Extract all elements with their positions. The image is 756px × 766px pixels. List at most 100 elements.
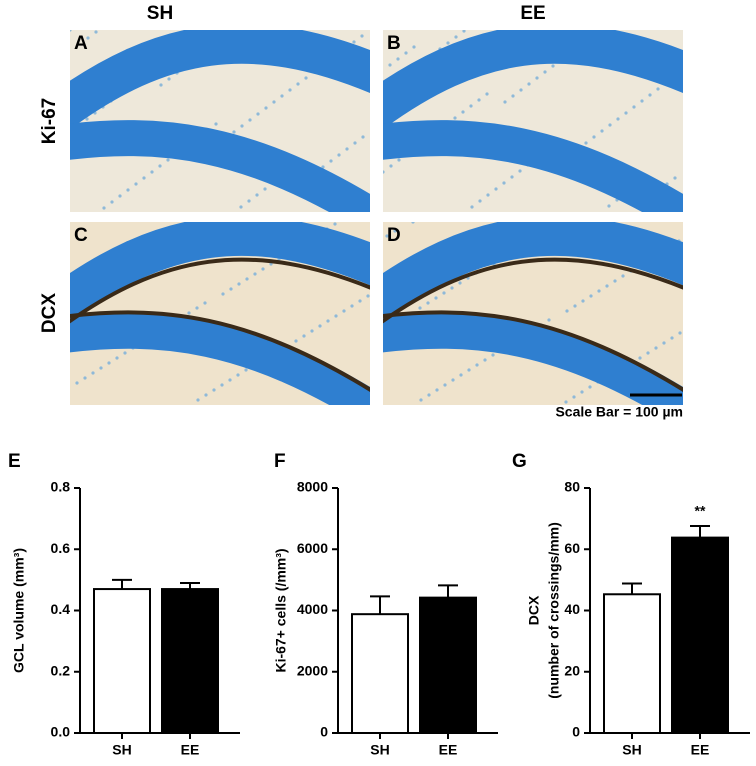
cell-nucleus xyxy=(412,45,416,49)
cell-nucleus xyxy=(195,306,199,310)
cell-nucleus xyxy=(459,373,463,377)
row-label: DCX xyxy=(39,293,60,333)
y-tick-label: 40 xyxy=(564,601,580,617)
dcx-stain xyxy=(383,310,683,393)
cell-nucleus xyxy=(345,147,349,151)
cell-nucleus xyxy=(220,383,224,387)
cell-nucleus xyxy=(624,111,628,115)
row-label: Ki-67 xyxy=(39,98,60,144)
y-tick-label: 0.6 xyxy=(51,540,71,556)
cell-nucleus xyxy=(427,393,431,397)
cell-nucleus xyxy=(673,176,677,180)
panel-label: G xyxy=(512,451,527,472)
cell-nucleus xyxy=(134,182,138,186)
y-axis-label: DCX xyxy=(526,595,542,625)
cell-nucleus xyxy=(342,309,346,313)
cell-nucleus xyxy=(203,301,207,305)
cell-nucleus xyxy=(461,110,465,114)
cell-nucleus xyxy=(196,398,200,402)
cell-nucleus xyxy=(475,363,479,367)
cell-nucleus xyxy=(318,324,322,328)
cell-nucleus xyxy=(75,381,79,385)
cell-nucleus xyxy=(229,287,233,291)
cell-nucleus xyxy=(158,164,162,168)
cell-nucleus xyxy=(607,204,611,208)
cell-nucleus xyxy=(253,272,257,276)
cell-nucleus xyxy=(451,378,455,382)
scale-bar-label: Scale Bar = 100 µm xyxy=(555,404,683,420)
dcx-stain xyxy=(70,310,370,393)
cell-nucleus xyxy=(212,388,216,392)
cell-nucleus xyxy=(565,309,569,313)
bar xyxy=(351,613,409,734)
cell-nucleus xyxy=(443,383,447,387)
cell-nucleus xyxy=(458,281,462,285)
cell-nucleus xyxy=(159,83,163,87)
cell-nucleus xyxy=(358,299,362,303)
cell-nucleus xyxy=(94,30,98,34)
cell-nucleus xyxy=(337,153,341,157)
cell-nucleus xyxy=(450,286,454,290)
cell-nucleus xyxy=(419,398,423,402)
cell-nucleus xyxy=(494,187,498,191)
cell-nucleus xyxy=(236,373,240,377)
cell-nucleus xyxy=(418,306,422,310)
cell-nucleus xyxy=(584,141,588,145)
cell-nucleus xyxy=(166,158,170,162)
cell-nucleus xyxy=(102,206,106,210)
cell-nucleus xyxy=(503,100,507,104)
cell-nucleus xyxy=(244,368,248,372)
cell-nucleus xyxy=(150,170,154,174)
x-tick-label: EE xyxy=(181,742,200,758)
cell-nucleus xyxy=(621,274,625,278)
cell-nucleus xyxy=(462,30,466,33)
y-tick-label: 60 xyxy=(564,540,580,556)
cell-nucleus xyxy=(646,351,650,355)
cell-nucleus xyxy=(469,104,473,108)
cell-nucleus xyxy=(648,93,652,97)
cell-nucleus xyxy=(434,296,438,300)
cell-nucleus xyxy=(543,70,547,74)
cell-nucleus xyxy=(366,294,370,298)
x-tick-label: SH xyxy=(622,742,641,758)
micrograph: C xyxy=(70,222,370,405)
cell-nucleus xyxy=(294,339,298,343)
cell-nucleus xyxy=(221,292,225,296)
cell-nucleus xyxy=(353,141,357,145)
cell-nucleus xyxy=(454,35,458,39)
cell-nucleus xyxy=(329,159,333,163)
micrograph: D xyxy=(383,222,683,405)
cell-nucleus xyxy=(115,356,119,360)
cell-nucleus xyxy=(572,395,576,399)
y-tick-label: 0.4 xyxy=(51,601,71,617)
granule-layer xyxy=(70,222,370,321)
granule-layer xyxy=(70,312,370,405)
cell-nucleus xyxy=(350,304,354,308)
cell-nucleus xyxy=(453,116,457,120)
bar xyxy=(419,596,477,735)
cell-nucleus xyxy=(518,169,522,173)
cell-nucleus xyxy=(70,30,72,32)
x-tick-label: EE xyxy=(439,742,458,758)
x-tick-label: EE xyxy=(691,742,710,758)
cell-nucleus xyxy=(470,205,474,209)
cell-nucleus xyxy=(397,158,401,162)
cell-nucleus xyxy=(662,341,666,345)
cell-nucleus xyxy=(396,57,400,61)
cell-nucleus xyxy=(288,88,292,92)
y-tick-label: 0.8 xyxy=(51,479,71,495)
cell-nucleus xyxy=(581,299,585,303)
cell-nucleus xyxy=(334,314,338,318)
cell-nucleus xyxy=(264,106,268,110)
cell-nucleus xyxy=(239,205,243,209)
cell-nucleus xyxy=(310,329,314,333)
cell-nucleus xyxy=(85,117,89,121)
cell-nucleus xyxy=(248,118,252,122)
cell-nucleus xyxy=(385,234,389,238)
x-tick-label: SH xyxy=(112,742,131,758)
granule-layer xyxy=(383,312,683,405)
y-tick-label: 6000 xyxy=(297,540,328,556)
cell-nucleus xyxy=(99,366,103,370)
cell-nucleus xyxy=(535,76,539,80)
cell-nucleus xyxy=(383,170,385,174)
